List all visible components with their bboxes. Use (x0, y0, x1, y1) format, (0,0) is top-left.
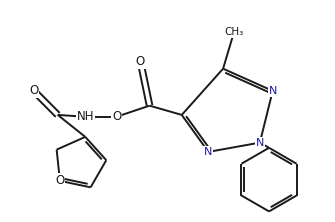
Text: CH₃: CH₃ (224, 27, 244, 37)
Text: N: N (269, 86, 277, 96)
Text: NH: NH (76, 110, 94, 123)
Text: O: O (112, 110, 121, 123)
Text: N: N (256, 138, 264, 148)
Text: O: O (29, 84, 39, 97)
Text: O: O (136, 55, 145, 68)
Text: O: O (55, 174, 65, 187)
Text: N: N (204, 147, 213, 157)
